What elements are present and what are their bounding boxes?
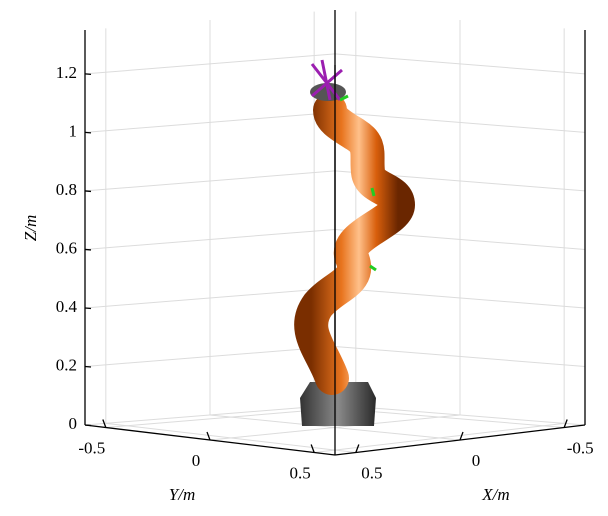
- grid-line: [314, 422, 565, 453]
- z-tick: [84, 73, 92, 76]
- z-tick: [84, 190, 92, 193]
- x-tick-label: -0.5: [567, 438, 594, 457]
- z-tick: [84, 248, 92, 251]
- x-tick: [355, 444, 360, 453]
- robot-model: [294, 59, 415, 426]
- axis-line: [84, 424, 336, 456]
- z-tick: [84, 365, 92, 368]
- x-tick-label: 0.5: [361, 463, 382, 482]
- joint-frame: [339, 94, 349, 102]
- y-tick-label: -0.5: [78, 438, 105, 457]
- y-tick-label: 0.5: [290, 463, 311, 482]
- z-tick: [84, 307, 92, 310]
- y-tick: [206, 431, 211, 441]
- x-tick-label: 0: [472, 451, 481, 470]
- x-tick: [459, 431, 464, 441]
- joint-frame: [370, 187, 376, 197]
- z-tick-label: 0.8: [56, 180, 77, 199]
- z-tick: [84, 131, 92, 134]
- z-tick-label: 1: [69, 121, 78, 140]
- z-tick-label: 0.6: [56, 238, 77, 257]
- z-axis-label: Z/m: [21, 215, 40, 241]
- y-axis-label: Y/m: [169, 485, 195, 504]
- joint-frame: [369, 264, 377, 272]
- z-tick-label: 0.4: [56, 297, 78, 316]
- z-tick-label: 1.2: [56, 63, 77, 82]
- axis-line: [334, 424, 586, 456]
- robot-base: [300, 382, 376, 426]
- z-tick-label: 0.2: [56, 355, 77, 374]
- y-tick: [310, 444, 315, 453]
- y-tick-label: 0: [192, 451, 201, 470]
- robot-arm: [294, 93, 415, 395]
- y-tick: [102, 419, 107, 428]
- x-tick: [563, 419, 568, 428]
- z-tick-label: 0: [69, 414, 78, 433]
- x-axis-label: X/m: [481, 485, 509, 504]
